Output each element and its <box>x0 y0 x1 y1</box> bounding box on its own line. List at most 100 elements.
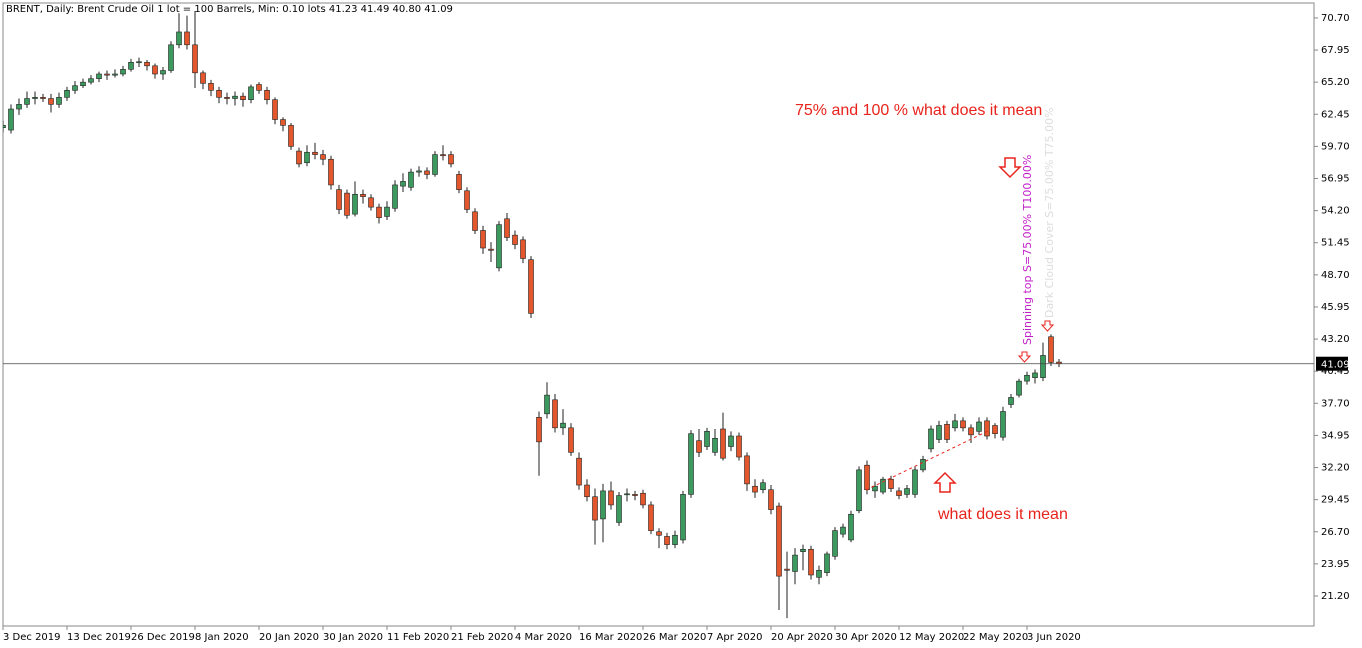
y-tick-label: 29.45 <box>1321 495 1350 506</box>
candle-body <box>680 494 686 541</box>
candle-body <box>584 484 590 498</box>
candle-body <box>976 421 982 432</box>
down-arrow <box>998 157 1022 179</box>
candle-body <box>256 84 262 91</box>
candle-body <box>192 44 198 74</box>
x-tick-label: 26 Dec 2019 <box>131 632 195 643</box>
x-tick-label: 30 Apr 2020 <box>835 632 897 643</box>
x-tick-label: 4 Mar 2020 <box>515 632 572 643</box>
candle-body <box>184 31 190 46</box>
candle-body <box>440 154 446 157</box>
x-tick-label: 7 Apr 2020 <box>707 632 762 643</box>
candle-body <box>480 230 486 249</box>
candle-body <box>888 478 894 489</box>
candle-body <box>544 394 550 415</box>
candle-body <box>352 193 358 215</box>
y-tick-label: 54.20 <box>1321 206 1350 217</box>
candle-body <box>904 488 910 495</box>
candle-body <box>744 455 750 485</box>
candle-body <box>936 425 942 440</box>
candle-body <box>792 554 798 572</box>
candle-body <box>80 81 86 86</box>
candle-body <box>720 428 726 459</box>
candle-body <box>208 83 214 91</box>
candle-body <box>752 485 758 493</box>
candle-body <box>136 61 142 64</box>
y-tick-label: 21.20 <box>1321 591 1350 602</box>
candle-body <box>40 97 46 99</box>
candle-body <box>56 97 62 105</box>
small-down-arrow <box>1017 351 1032 363</box>
y-tick-label: 45.95 <box>1321 302 1350 313</box>
candle-body <box>152 65 158 75</box>
chart-title: BRENT, Daily: Brent Crude Oil 1 lot = 10… <box>6 4 453 15</box>
candle-body <box>768 489 774 510</box>
y-tick-label: 70.70 <box>1321 13 1350 24</box>
candle-body <box>672 534 678 545</box>
candles <box>3 10 1062 619</box>
candle-body <box>432 154 438 175</box>
candle-body <box>24 98 30 105</box>
y-tick-label: 56.95 <box>1321 174 1350 185</box>
candle-body <box>144 62 150 67</box>
candle-body <box>952 420 958 429</box>
x-tick-label: 13 Dec 2019 <box>67 632 131 643</box>
candle-body <box>656 531 662 536</box>
candle-body <box>3 125 6 129</box>
candle-body <box>648 504 654 531</box>
candle-body <box>960 420 966 429</box>
plot-frame <box>2 2 1315 627</box>
candle-body <box>128 62 134 70</box>
candle-body <box>368 197 374 208</box>
y-tick-label: 40.45 <box>1321 366 1350 377</box>
x-tick-label: 26 Mar 2020 <box>643 632 706 643</box>
candle-body <box>288 125 294 147</box>
candle-body <box>328 158 334 186</box>
candle-body <box>488 248 494 251</box>
candle-body <box>664 536 670 545</box>
x-tick-label: 3 Jun 2020 <box>1027 632 1081 643</box>
candle-body <box>344 192 350 216</box>
candle-body <box>408 171 414 188</box>
candle-body <box>576 457 582 486</box>
candle-body <box>32 97 38 99</box>
candle-body <box>624 493 630 496</box>
candle-body <box>552 399 558 429</box>
y-tick-label: 67.95 <box>1321 45 1350 56</box>
price-label-box <box>1316 356 1348 371</box>
candle-body <box>784 568 790 571</box>
candle-body <box>712 438 718 453</box>
y-tick-label: 62.45 <box>1321 109 1350 120</box>
candle-body <box>224 97 230 99</box>
candle-body <box>808 548 814 576</box>
candle-body <box>1000 411 1006 438</box>
candle-body <box>816 569 822 578</box>
candle-body <box>912 469 918 495</box>
pattern-label: Dark Cloud Cover S=75.00% T75.00% <box>1043 107 1056 318</box>
candle-body <box>968 427 974 436</box>
candle-body <box>272 99 278 120</box>
candle-body <box>176 31 182 46</box>
x-tick-label: 20 Jan 2020 <box>259 632 319 643</box>
candle-body <box>928 428 934 450</box>
y-tick-label: 32.20 <box>1321 463 1350 474</box>
candle-body <box>8 108 14 131</box>
candle-body <box>832 530 838 557</box>
x-tick-label: 12 May 2020 <box>899 632 964 643</box>
candle-body <box>608 490 614 506</box>
candle-body <box>728 435 734 447</box>
candle-body <box>688 433 694 495</box>
candle-body <box>880 478 886 493</box>
y-tick-label: 34.95 <box>1321 430 1350 441</box>
up-arrow <box>933 471 957 493</box>
candle-body <box>1040 355 1046 378</box>
candle-body <box>472 211 478 231</box>
candle-body <box>992 425 998 434</box>
candle-body <box>704 431 710 447</box>
y-tick-label: 43.20 <box>1321 334 1350 345</box>
candle-body <box>448 154 454 165</box>
y-tick-label: 23.95 <box>1321 559 1350 570</box>
candle-body <box>1016 380 1022 396</box>
candle-body <box>16 104 22 110</box>
